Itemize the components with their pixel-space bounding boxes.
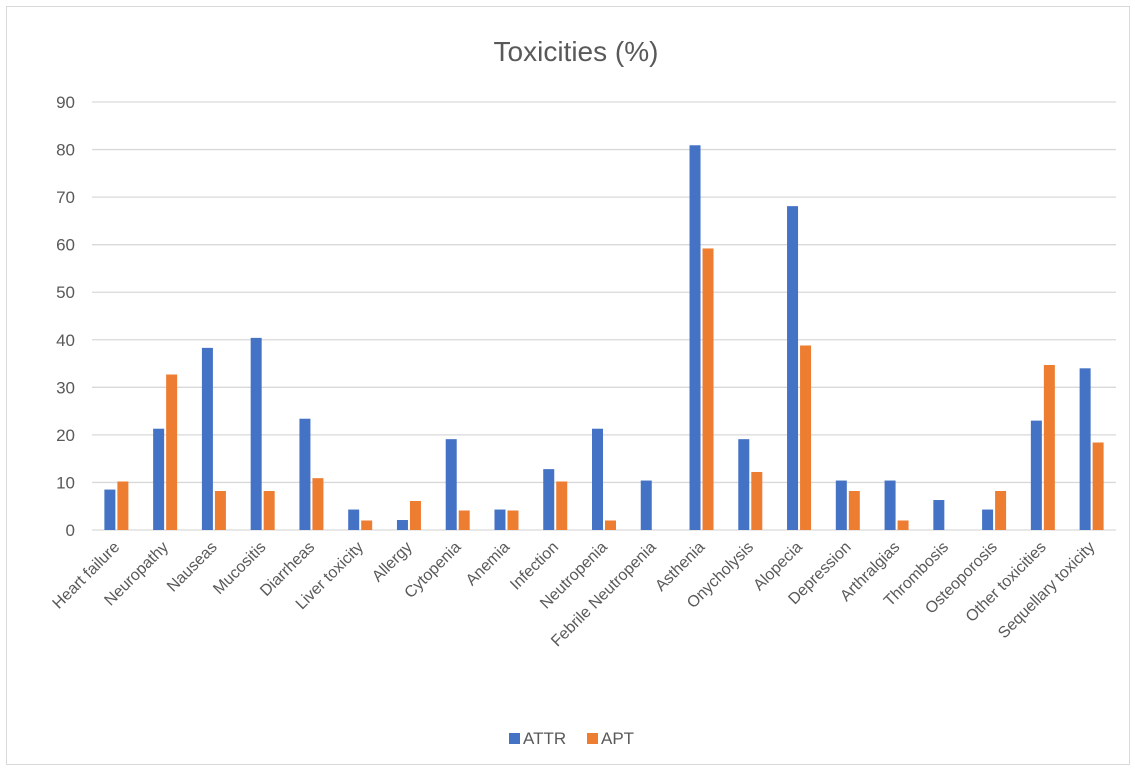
bar-attr [738, 439, 750, 530]
gridlines [92, 101, 1116, 531]
bar-apt [556, 481, 568, 530]
bar-attr [299, 418, 311, 530]
bar-attr [982, 509, 994, 530]
legend-label-apt: APT [601, 729, 634, 748]
bar-apt [605, 520, 616, 530]
bar-attr [104, 489, 116, 530]
bar-attr [543, 469, 555, 530]
legend-label-attr: ATTR [523, 729, 566, 748]
y-tick-label: 90 [56, 93, 75, 112]
chart-frame [6, 6, 1130, 765]
bar-attr [250, 337, 262, 530]
y-tick-label: 20 [56, 426, 75, 445]
chart-title: Toxicities (%) [494, 36, 659, 67]
bar-attr [1079, 368, 1091, 530]
bar-apt [166, 374, 178, 530]
bar-attr [153, 428, 165, 530]
legend: ATTR APT [509, 729, 634, 748]
bar-apt [1043, 364, 1055, 530]
bars [104, 145, 1104, 530]
bar-attr [884, 480, 896, 530]
bar-apt [117, 481, 129, 530]
bar-apt [848, 491, 860, 530]
y-tick-label: 60 [56, 236, 75, 255]
bar-attr [835, 480, 847, 530]
bar-attr [201, 347, 213, 530]
x-tick-label: Anemia [463, 539, 513, 589]
bar-attr [787, 206, 799, 530]
bar-attr [396, 520, 408, 530]
bar-apt [361, 520, 373, 530]
y-tick-label: 50 [56, 283, 75, 302]
legend-swatch-apt [587, 733, 598, 744]
bar-apt [263, 491, 275, 530]
y-tick-label: 80 [56, 141, 75, 160]
bar-apt [751, 471, 763, 530]
bar-apt [995, 491, 1007, 530]
bar-attr [494, 509, 506, 530]
bar-attr [933, 500, 945, 530]
bar-attr [640, 480, 652, 530]
bar-apt [409, 500, 421, 530]
bar-attr [1030, 420, 1042, 530]
bar-apt [507, 510, 519, 530]
bar-attr [348, 509, 360, 530]
bar-apt [312, 478, 324, 530]
bar-apt [214, 491, 226, 530]
y-tick-label: 40 [56, 331, 75, 350]
x-tick-label: Sequellary toxicity [995, 539, 1098, 642]
bar-apt [800, 345, 812, 530]
y-tick-label: 0 [66, 521, 75, 540]
bar-attr [445, 439, 457, 530]
bar-apt [1092, 442, 1104, 530]
y-tick-label: 70 [56, 188, 75, 207]
y-tick-label: 30 [56, 378, 75, 397]
x-axis-ticks: Heart failureNeuropathyNauseasMucositisD… [50, 539, 1099, 650]
y-tick-label: 10 [56, 473, 75, 492]
bar-attr [689, 145, 701, 530]
legend-swatch-attr [509, 733, 520, 744]
bar-apt [702, 248, 714, 530]
x-tick-label: Allergy [369, 539, 416, 586]
bar-apt [458, 510, 470, 530]
y-axis-ticks: 0 10 20 30 40 50 60 70 80 90 [56, 93, 75, 540]
bar-apt [897, 520, 909, 530]
bar-attr [592, 428, 603, 530]
